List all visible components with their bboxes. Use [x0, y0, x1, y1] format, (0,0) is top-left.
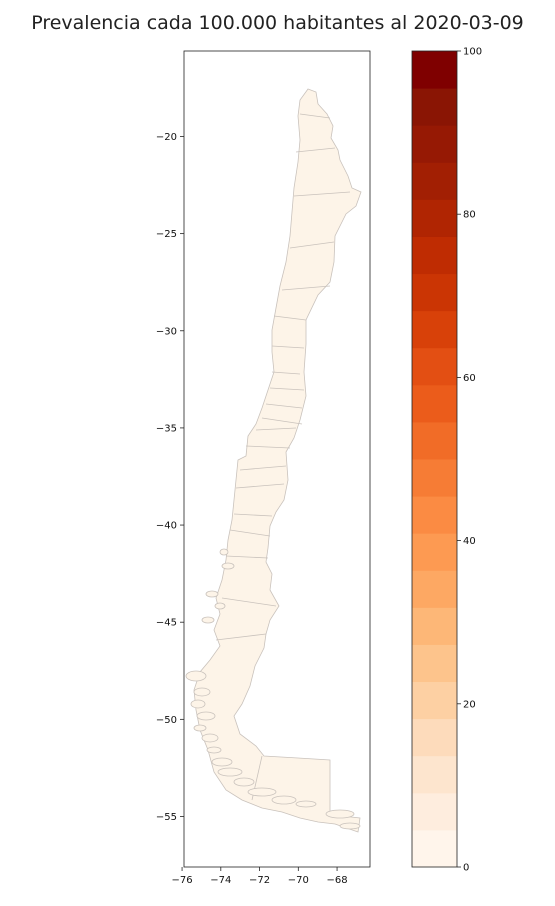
region-border — [265, 403, 303, 409]
region-border — [261, 417, 303, 425]
colorbar-frame — [411, 50, 458, 868]
colorbar-band — [412, 347, 457, 386]
island — [201, 616, 215, 624]
island — [217, 767, 243, 777]
colorbar-band — [412, 236, 457, 275]
region-border — [293, 191, 351, 197]
colorbar: 0 20 40 60 80 100 — [411, 47, 482, 874]
colorbar-tick-label: 20 — [463, 699, 476, 710]
colorbar-band — [412, 755, 457, 794]
colorbar-band — [412, 829, 457, 868]
latitude-tick-label: −20 — [156, 132, 177, 143]
colorbar-band — [412, 51, 457, 89]
colorbar-band — [412, 384, 457, 423]
map-regions — [185, 88, 362, 833]
longitude-axis: −76 −74 −72 −70 −68 — [172, 867, 348, 886]
colorbar-band — [412, 607, 457, 645]
colorbar-band — [412, 88, 457, 126]
colorbar-band — [412, 162, 457, 200]
region-border — [235, 483, 285, 489]
colorbar-tick-label: 60 — [463, 373, 476, 384]
island — [247, 787, 277, 797]
region-border — [295, 147, 336, 153]
region-border — [271, 345, 305, 349]
colorbar-band — [412, 496, 457, 534]
island — [196, 711, 216, 721]
colorbar-tick-label: 100 — [463, 47, 482, 58]
region-border — [245, 445, 291, 449]
region-border — [229, 529, 271, 537]
longitude-tick-label: −76 — [172, 875, 193, 886]
region-border — [271, 371, 301, 375]
island — [206, 746, 222, 754]
longitude-tick-label: −68 — [327, 875, 348, 886]
island — [185, 670, 207, 682]
latitude-tick-label: −35 — [156, 423, 177, 434]
island — [221, 562, 235, 570]
colorbar-bands — [412, 51, 457, 868]
colorbar-band — [412, 718, 457, 757]
region-border — [233, 513, 273, 517]
island — [219, 548, 229, 556]
colorbar-band — [412, 421, 457, 460]
colorbar-band — [412, 644, 457, 683]
colorbar-band — [412, 125, 457, 163]
map-frame — [183, 50, 371, 868]
region-border — [281, 285, 331, 291]
longitude-tick-label: −70 — [288, 875, 309, 886]
region-border — [239, 465, 287, 471]
region-border — [299, 113, 331, 119]
latitude-tick-label: −30 — [156, 326, 177, 337]
colorbar-band — [412, 570, 457, 608]
latitude-axis: −20 −25 −30 −35 −40 −45 −50 −55 — [156, 132, 184, 823]
island — [295, 800, 317, 808]
island — [214, 602, 226, 610]
colorbar-band — [412, 533, 457, 571]
latitude-tick-label: −40 — [156, 521, 177, 532]
colorbar-band — [412, 681, 457, 720]
longitude-tick-label: −72 — [249, 875, 270, 886]
island — [193, 724, 207, 732]
map-panel: −76 −74 −72 −70 −68 −20 −25 −30 −35 −40 −45 −50 −55 — [156, 50, 371, 886]
island — [190, 699, 206, 709]
latitude-tick-label: −25 — [156, 229, 177, 240]
latitude-tick-label: −50 — [156, 715, 177, 726]
island — [211, 757, 233, 767]
region-border — [225, 555, 269, 559]
region-border — [215, 633, 267, 641]
country-outline — [193, 88, 362, 833]
region-border — [273, 315, 307, 321]
colorbar-tick-label: 40 — [463, 536, 476, 547]
colorbar-ticks: 0 20 40 60 80 100 — [457, 47, 482, 874]
region-border — [269, 387, 305, 391]
colorbar-band — [412, 792, 457, 831]
colorbar-band — [412, 273, 457, 312]
island — [193, 687, 211, 697]
latitude-tick-label: −45 — [156, 618, 177, 629]
latitude-tick-label: −55 — [156, 812, 177, 823]
colorbar-tick-label: 80 — [463, 210, 476, 221]
island — [271, 795, 297, 805]
colorbar-tick-label: 0 — [463, 863, 469, 874]
island — [233, 777, 255, 787]
region-border — [255, 427, 297, 431]
region-border — [289, 241, 335, 249]
colorbar-band — [412, 459, 457, 497]
island — [325, 809, 355, 819]
colorbar-band — [412, 199, 457, 237]
region-border — [221, 597, 277, 607]
island — [205, 590, 219, 598]
longitude-tick-label: −74 — [210, 875, 231, 886]
map-title: Prevalencia cada 100.000 habitantes al 2… — [31, 12, 524, 34]
colorbar-band — [412, 310, 457, 349]
island — [201, 733, 219, 743]
island — [339, 822, 361, 830]
